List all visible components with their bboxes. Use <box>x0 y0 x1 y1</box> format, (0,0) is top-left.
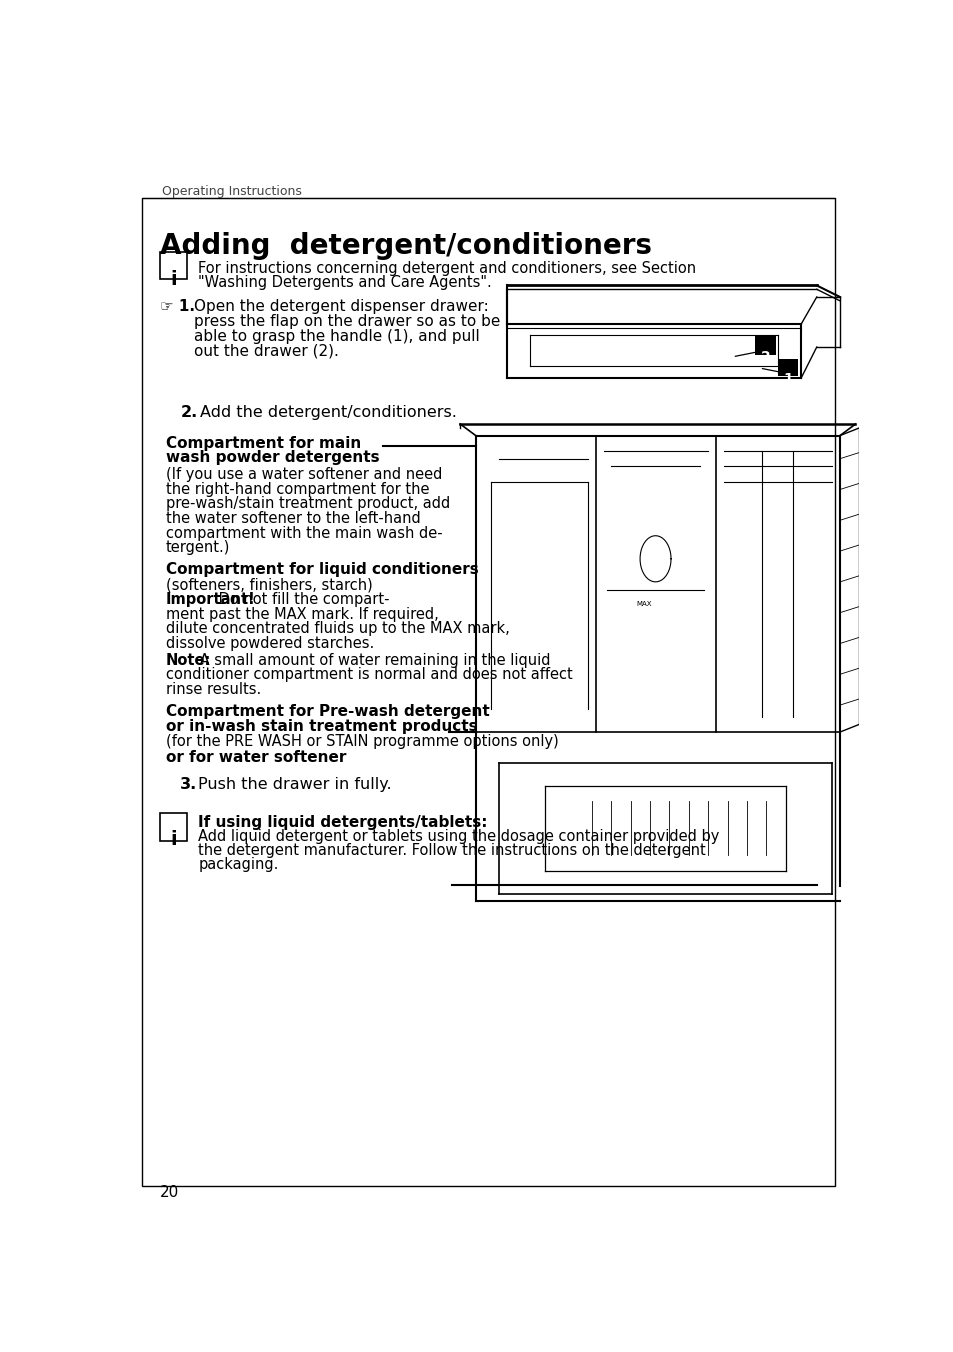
Bar <box>159 251 187 280</box>
Text: Operating Instructions: Operating Instructions <box>162 185 301 199</box>
Text: Do not fill the compart-: Do not fill the compart- <box>213 592 389 607</box>
Text: 20: 20 <box>159 1184 178 1199</box>
Text: Adding  detergent/conditioners: Adding detergent/conditioners <box>159 231 651 260</box>
Text: the detergent manufacturer. Follow the instructions on the detergent: the detergent manufacturer. Follow the i… <box>198 842 705 859</box>
Text: Push the drawer in fully.: Push the drawer in fully. <box>198 776 392 792</box>
Text: Add the detergent/conditioners.: Add the detergent/conditioners. <box>199 404 456 419</box>
Text: able to grasp the handle (1), and pull: able to grasp the handle (1), and pull <box>194 329 479 343</box>
Text: 1: 1 <box>782 372 792 385</box>
Text: Note:: Note: <box>166 653 211 668</box>
Text: If using liquid detergents/tablets:: If using liquid detergents/tablets: <box>198 815 487 830</box>
Text: i: i <box>170 270 176 289</box>
Text: (softeners, finishers, starch): (softeners, finishers, starch) <box>166 577 372 592</box>
Text: MAX: MAX <box>636 602 651 607</box>
Text: the water softener to the left-hand: the water softener to the left-hand <box>166 511 420 526</box>
Text: tergent.): tergent.) <box>166 541 230 556</box>
Text: 2: 2 <box>760 350 770 364</box>
Bar <box>159 813 187 841</box>
Text: wash powder detergents: wash powder detergents <box>166 450 379 465</box>
Text: Add liquid detergent or tablets using the dosage container provided by: Add liquid detergent or tablets using th… <box>198 829 719 844</box>
Text: i: i <box>170 830 176 849</box>
Text: or for water softener: or for water softener <box>166 750 346 765</box>
Text: For instructions concerning detergent and conditioners, see Section: For instructions concerning detergent an… <box>198 261 696 276</box>
Text: 2.: 2. <box>181 404 198 419</box>
Text: A small amount of water remaining in the liquid: A small amount of water remaining in the… <box>195 653 550 668</box>
Text: Compartment for liquid conditioners: Compartment for liquid conditioners <box>166 562 478 577</box>
Text: (for the PRE WASH or STAIN programme options only): (for the PRE WASH or STAIN programme opt… <box>166 734 558 749</box>
Text: conditioner compartment is normal and does not affect: conditioner compartment is normal and do… <box>166 668 572 683</box>
Text: compartment with the main wash de-: compartment with the main wash de- <box>166 526 442 541</box>
Text: Compartment for Pre-wash detergent: Compartment for Pre-wash detergent <box>166 703 489 718</box>
Text: Open the detergent dispenser drawer:: Open the detergent dispenser drawer: <box>194 299 489 314</box>
Text: the right-hand compartment for the: the right-hand compartment for the <box>166 481 429 496</box>
Text: dilute concentrated fluids up to the MAX mark,: dilute concentrated fluids up to the MAX… <box>166 621 509 637</box>
Text: (If you use a water softener and need: (If you use a water softener and need <box>166 468 441 483</box>
Text: 3.: 3. <box>179 776 196 792</box>
Text: Compartment for main: Compartment for main <box>166 437 360 452</box>
Text: press the flap on the drawer so as to be: press the flap on the drawer so as to be <box>194 314 500 329</box>
Text: Important!: Important! <box>166 592 255 607</box>
Text: out the drawer (2).: out the drawer (2). <box>194 343 339 358</box>
Text: pre-wash/stain treatment product, add: pre-wash/stain treatment product, add <box>166 496 450 511</box>
Bar <box>754 337 776 354</box>
Bar <box>778 360 798 376</box>
Text: ☞ 1.: ☞ 1. <box>159 299 194 314</box>
Text: rinse results.: rinse results. <box>166 681 261 698</box>
Text: dissolve powdered starches.: dissolve powdered starches. <box>166 635 374 650</box>
Text: ment past the MAX mark. If required,: ment past the MAX mark. If required, <box>166 607 438 622</box>
Text: or in-wash stain treatment products: or in-wash stain treatment products <box>166 719 476 734</box>
Text: "Washing Detergents and Care Agents".: "Washing Detergents and Care Agents". <box>198 276 492 291</box>
Text: packaging.: packaging. <box>198 857 278 872</box>
